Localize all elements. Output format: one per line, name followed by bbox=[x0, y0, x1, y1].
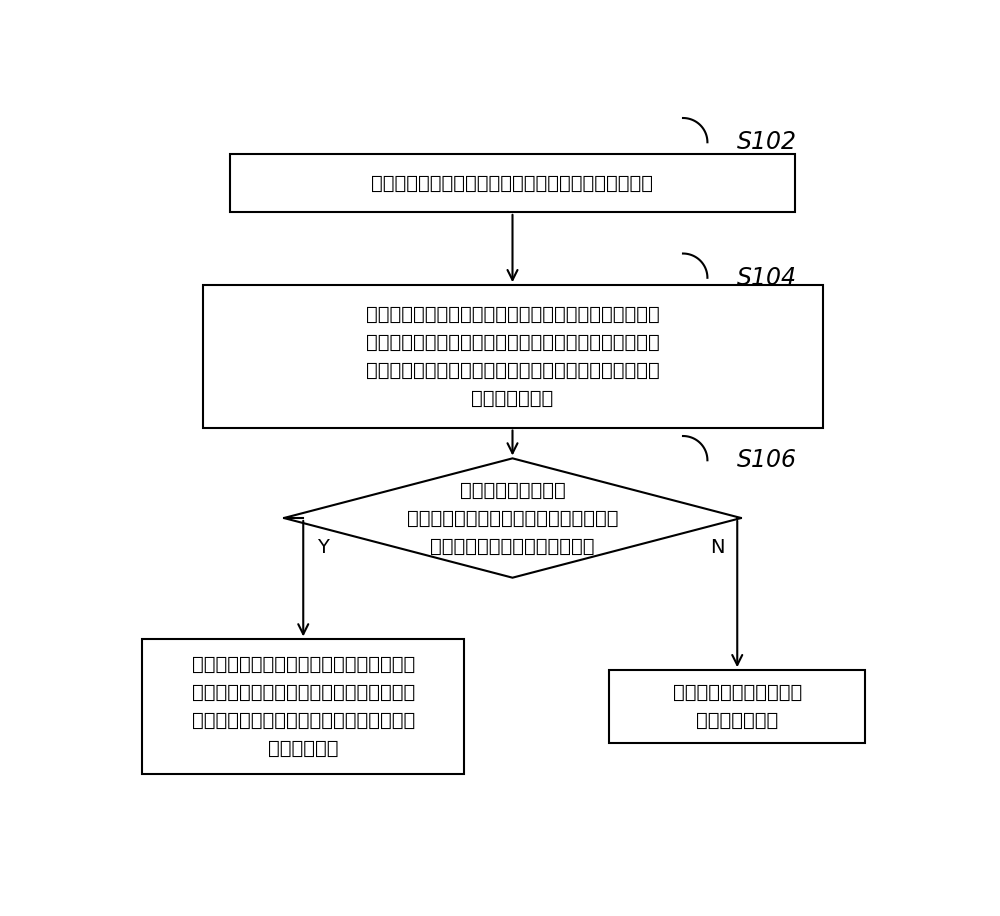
Text: 检测各个统计区间中局部放电点的个数，当该统计区间中
局部放电点的个数不小于预设的放电点数相对阈值时，统
计该统计区间中局部放电量大于预设放电量相对阈值的局
部放: 检测各个统计区间中局部放电点的个数，当该统计区间中 局部放电点的个数不小于预设的… bbox=[366, 305, 659, 408]
Text: S106: S106 bbox=[737, 448, 797, 473]
Text: Y: Y bbox=[317, 538, 329, 557]
Text: S104: S104 bbox=[737, 266, 797, 289]
Text: 判决该统计区间出现局部放电集中点，所述
局部放电集中点的位置为该统计区间中局部
放电量大于预设放电量相对阈值的局部放电
点位置的重心: 判决该统计区间出现局部放电集中点，所述 局部放电集中点的位置为该统计区间中局部 … bbox=[192, 655, 415, 758]
Polygon shape bbox=[284, 458, 741, 578]
Text: 所述局部放电量大于
预设放电量相对阈值的局部放电点的个数
超过预设的放电点个数绝对阈值: 所述局部放电量大于 预设放电量相对阈值的局部放电点的个数 超过预设的放电点个数绝… bbox=[407, 481, 618, 555]
Text: 否则，判决该统计区间无
局部放电集中点: 否则，判决该统计区间无 局部放电集中点 bbox=[673, 683, 802, 730]
Text: N: N bbox=[711, 538, 725, 557]
Text: 按照待测电缆的长度，将待测电缆划分为多个统计区间: 按照待测电缆的长度，将待测电缆划分为多个统计区间 bbox=[372, 173, 654, 192]
Text: S102: S102 bbox=[737, 130, 797, 154]
Bar bbox=[142, 639, 464, 774]
Bar bbox=[202, 285, 822, 428]
Bar bbox=[230, 154, 795, 212]
Bar bbox=[609, 671, 865, 743]
